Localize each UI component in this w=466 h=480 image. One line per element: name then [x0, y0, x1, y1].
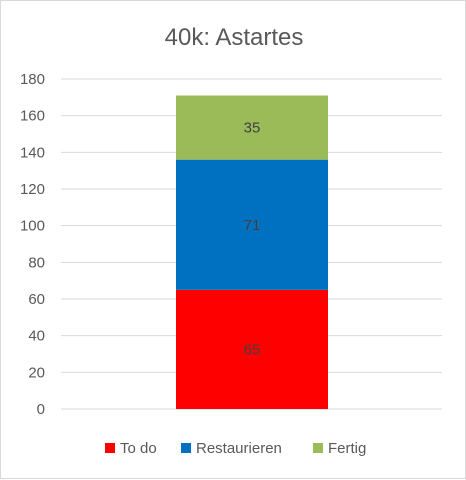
legend-label: To do — [120, 440, 157, 457]
legend-swatch — [181, 443, 191, 453]
data-label: 65 — [244, 341, 261, 358]
y-tick-label: 20 — [28, 364, 45, 381]
chart-title: 40k: Astartes — [165, 24, 304, 51]
data-labels: 65 71 35 — [244, 120, 261, 359]
legend: To do Restaurieren Fertig — [105, 440, 366, 457]
y-tick-label: 140 — [20, 144, 45, 161]
y-tick-label: 60 — [28, 291, 45, 308]
legend-swatch — [105, 443, 115, 453]
y-tick-label: 100 — [20, 218, 45, 235]
y-tick-label: 40 — [28, 328, 45, 345]
bars — [176, 95, 328, 409]
y-tick-label: 120 — [20, 181, 45, 198]
y-tick-label: 0 — [37, 401, 45, 418]
bar-segment-to-do — [176, 289, 328, 409]
data-label: 35 — [244, 120, 261, 137]
y-tick-label: 80 — [28, 254, 45, 271]
y-axis: 0 20 40 60 80 100 120 140 160 180 — [20, 71, 45, 418]
bar-segment-fertig — [176, 95, 328, 160]
legend-label: Restaurieren — [196, 440, 282, 457]
y-tick-label: 160 — [20, 108, 45, 125]
y-tick-label: 180 — [20, 71, 45, 88]
data-label: 71 — [244, 217, 261, 234]
legend-swatch — [313, 443, 323, 453]
bar-segment-restaurieren — [176, 159, 328, 290]
legend-label: Fertig — [328, 440, 366, 457]
